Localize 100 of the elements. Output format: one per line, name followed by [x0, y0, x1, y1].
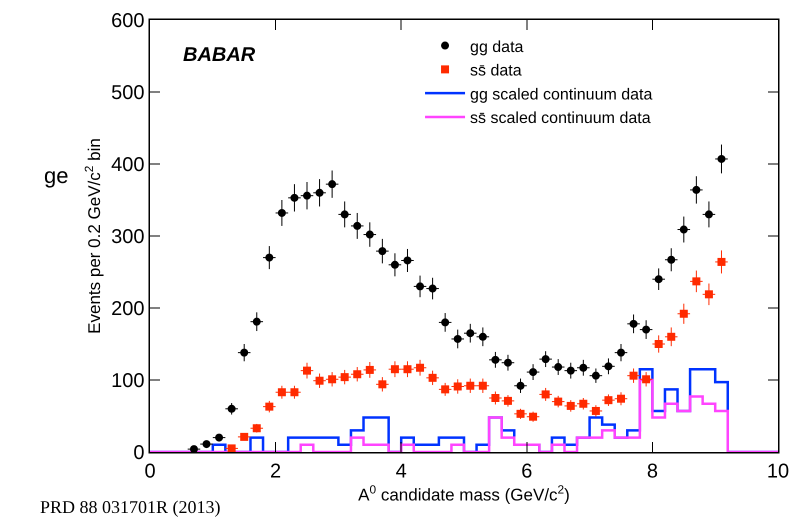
point [617, 348, 625, 357]
y-tick-label: 300 [111, 226, 144, 248]
x-axis-title: A$^{0}$ candidate mass (GeV/c$^{2}$) [358, 482, 570, 505]
text: ge [44, 163, 68, 188]
point [667, 256, 676, 264]
point [416, 282, 424, 290]
point [228, 444, 236, 452]
annotation: BABAR [183, 44, 256, 66]
point [717, 258, 726, 266]
x-tick-label: 8 [646, 460, 658, 482]
point [630, 372, 638, 380]
point [416, 364, 424, 372]
y-tick-label: 600 [111, 10, 144, 32]
point [542, 355, 550, 364]
legend-label: gg data [470, 38, 524, 56]
point [579, 364, 588, 372]
point [378, 380, 386, 388]
point [680, 310, 688, 318]
point [428, 374, 437, 382]
point [378, 247, 386, 256]
x-tick-label: 2 [270, 460, 282, 482]
y-tick-label: 100 [111, 370, 144, 392]
point [592, 406, 600, 415]
x-tick-label: 4 [396, 460, 407, 482]
point [366, 230, 374, 239]
point [340, 210, 349, 218]
point [478, 382, 487, 390]
point [454, 382, 462, 390]
point [278, 388, 286, 396]
point [316, 376, 324, 385]
point [403, 256, 412, 264]
point [290, 194, 298, 202]
point [617, 394, 625, 403]
point [454, 334, 462, 343]
legend-label: ss̄ data [470, 62, 522, 80]
point [202, 440, 211, 448]
y-tick-label: 0 [133, 442, 144, 464]
point [704, 210, 713, 218]
point [252, 318, 261, 326]
point [403, 365, 412, 374]
point [353, 370, 362, 378]
point [353, 222, 362, 230]
point [717, 154, 726, 163]
point [529, 412, 538, 421]
point [566, 402, 575, 410]
point [441, 318, 450, 326]
point [228, 404, 236, 413]
point [390, 365, 399, 374]
point [328, 180, 336, 188]
point [504, 396, 512, 405]
point [215, 434, 224, 442]
point [504, 358, 512, 367]
point [491, 356, 500, 364]
point [667, 332, 676, 341]
point [466, 382, 474, 390]
y-tick-label: 400 [111, 154, 144, 176]
point [630, 320, 638, 328]
x-tick-label: 6 [521, 460, 532, 482]
point [340, 373, 349, 382]
point [190, 445, 198, 452]
point [390, 260, 399, 269]
y-tick-label: 200 [111, 298, 144, 320]
point [516, 410, 525, 418]
point [265, 402, 274, 411]
point [316, 188, 324, 197]
point [240, 432, 248, 441]
y-tick-label: 500 [111, 82, 144, 104]
point [529, 368, 538, 376]
point [554, 398, 562, 406]
point [604, 396, 612, 404]
point [441, 385, 450, 394]
legend-label: ss̄ scaled continuum data [470, 110, 651, 128]
point [592, 372, 600, 380]
legend-label: gg scaled continuum data [470, 86, 652, 104]
point [604, 362, 612, 370]
point [278, 208, 286, 217]
point [265, 254, 274, 262]
text: PRD 88 031701R (2013) [40, 497, 221, 517]
point [554, 363, 562, 372]
point [566, 366, 575, 375]
point [579, 400, 588, 408]
point [542, 390, 550, 398]
point [642, 326, 650, 334]
point [303, 366, 311, 375]
point [328, 375, 336, 384]
x-tick-label: 10 [766, 460, 790, 482]
point [366, 366, 374, 374]
point [303, 192, 311, 200]
point [466, 329, 474, 338]
point [478, 332, 487, 341]
point [642, 375, 650, 384]
point [428, 284, 437, 293]
point [654, 275, 663, 284]
point [704, 290, 713, 298]
point [252, 424, 261, 432]
point [240, 348, 248, 357]
point [491, 394, 500, 402]
point [692, 186, 700, 194]
point [654, 340, 663, 348]
point [290, 388, 298, 396]
